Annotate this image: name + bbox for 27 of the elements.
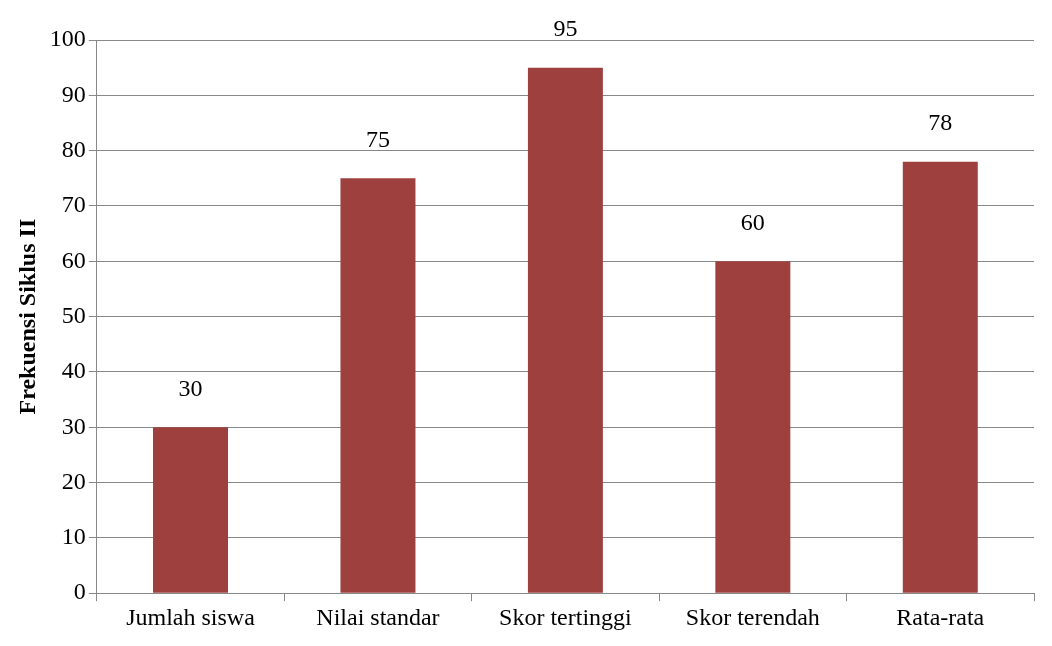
data-label: 78	[928, 109, 953, 135]
data-label: 30	[178, 374, 203, 401]
x-tick-label: Jumlah siswa	[126, 603, 256, 630]
x-tick-label: Skor terendah	[685, 603, 820, 630]
bar	[153, 427, 229, 593]
y-tick-label: 50	[61, 301, 86, 328]
y-tick-label: 60	[61, 246, 86, 273]
y-tick-label: 40	[61, 357, 86, 384]
bar	[715, 261, 791, 593]
y-tick-label: 100	[49, 25, 86, 52]
data-label: 95	[553, 14, 578, 41]
bar	[340, 178, 416, 593]
y-tick-label: 0	[73, 578, 86, 605]
data-label: 75	[365, 125, 390, 152]
y-tick-label: 20	[61, 467, 86, 494]
bar	[527, 67, 603, 593]
bar	[902, 161, 978, 593]
data-label: 60	[740, 208, 765, 235]
x-tick-label: Nilai standar	[316, 603, 440, 630]
y-tick-label: 80	[61, 135, 86, 162]
y-tick-label: 10	[61, 523, 86, 550]
y-tick-label: 90	[61, 80, 86, 107]
y-axis-title: Frekuensi Siklus II	[13, 218, 40, 415]
y-tick-label: 70	[61, 191, 86, 218]
y-tick-label: 30	[61, 412, 86, 439]
x-tick-label: Skor tertinggi	[499, 603, 633, 630]
x-tick-label: Rata-rata	[896, 603, 985, 630]
